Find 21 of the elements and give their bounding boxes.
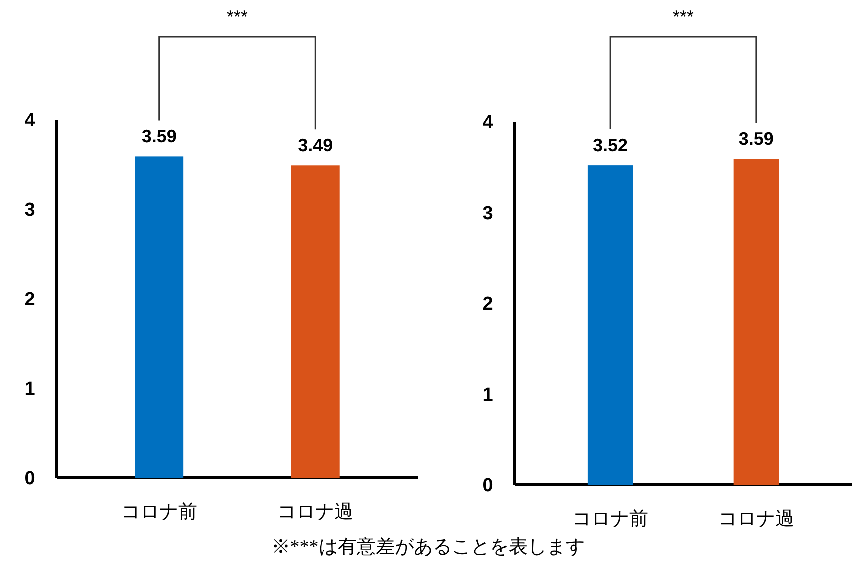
y-tick-label: 1 xyxy=(482,384,494,406)
y-tick-label: 0 xyxy=(482,476,494,497)
data-label: 3.59 xyxy=(142,126,177,147)
x-tick-label: コロナ前 xyxy=(572,508,649,530)
data-label: 3.49 xyxy=(298,136,334,156)
x-tick-label: コロナ過 xyxy=(718,508,794,530)
data-label: 3.59 xyxy=(738,129,774,150)
y-tick-label: 3 xyxy=(482,203,494,224)
text: *** xyxy=(226,7,248,27)
y-tick-label: 2 xyxy=(482,294,494,316)
y-tick-label: 3 xyxy=(24,200,36,222)
y-tick-label: 2 xyxy=(24,290,36,311)
y-tick-label: 4 xyxy=(482,112,494,134)
data-label: 3.52 xyxy=(593,136,628,156)
x-tick-label: コロナ前 xyxy=(121,501,198,523)
text: ※***は有意差があることを表します xyxy=(271,537,585,558)
x-tick-label: コロナ過 xyxy=(278,501,354,523)
text: *** xyxy=(672,7,694,27)
y-tick-label: 0 xyxy=(24,468,36,490)
y-tick-label: 1 xyxy=(24,379,36,400)
y-tick-label: 4 xyxy=(24,110,36,132)
